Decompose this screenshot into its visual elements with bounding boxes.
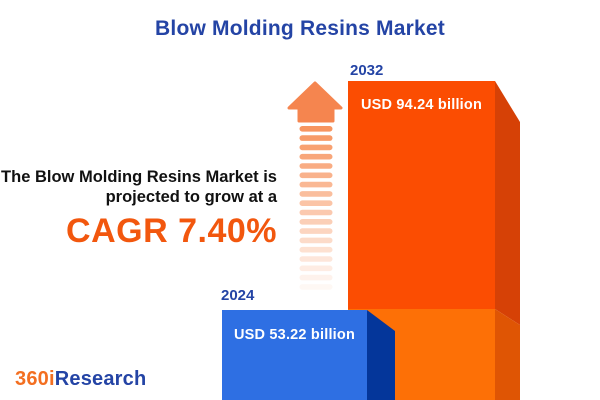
page-title: Blow Molding Resins Market <box>155 17 445 40</box>
growth-arrow-dash <box>299 209 333 216</box>
growth-arrow-dash <box>299 237 333 244</box>
growth-arrow-dash <box>299 153 333 160</box>
bar-2024-front <box>222 310 367 400</box>
growth-arrow-dash <box>299 200 333 206</box>
growth-arrow-dash <box>299 246 333 253</box>
growth-arrow-dash <box>299 284 333 290</box>
cagr-value: CAGR 7.40% <box>66 212 277 250</box>
bar-2032-year-label: 2032 <box>350 62 384 79</box>
bar-2024-value-label: USD 53.22 billion <box>233 327 356 343</box>
growth-annotation: The Blow Molding Resins Market is projec… <box>1 167 277 248</box>
growth-arrow-dash <box>299 191 333 197</box>
growth-arrow-dash <box>299 135 333 141</box>
growth-arrow-head <box>287 81 343 123</box>
growth-arrow-dash <box>299 228 333 234</box>
bar-2032-side-top <box>495 81 520 325</box>
growth-arrow-dash <box>299 219 333 225</box>
bar-2024-year-label: 2024 <box>221 287 255 304</box>
growth-arrow-dash <box>299 181 333 188</box>
brand-logo-research: Research <box>54 368 147 390</box>
growth-arrow-dash <box>299 265 333 272</box>
bar-2032 <box>348 81 520 400</box>
brand-logo: 360iResearch <box>15 368 146 391</box>
growth-arrow-dashes <box>299 126 333 290</box>
brand-logo-360i: 360i <box>15 368 55 390</box>
growth-arrow-dash <box>299 144 333 151</box>
bar-2024 <box>222 310 395 400</box>
growth-arrow-dash <box>299 172 333 179</box>
bar-2032-front-top <box>348 81 495 309</box>
growth-arrow-dash <box>299 126 333 132</box>
bar-2024-side <box>367 310 395 400</box>
growth-arrow-dash <box>299 163 333 169</box>
annotation-line-2: projected to grow at a <box>105 188 277 206</box>
growth-arrow-icon <box>287 81 343 290</box>
bar-2032-side-bottom <box>495 309 520 400</box>
growth-arrow-dash <box>299 274 333 281</box>
annotation-line-1: The Blow Molding Resins Market is <box>1 168 277 186</box>
bar-2032-value-label: USD 94.24 billion <box>360 97 483 113</box>
growth-arrow-dash <box>299 256 333 262</box>
